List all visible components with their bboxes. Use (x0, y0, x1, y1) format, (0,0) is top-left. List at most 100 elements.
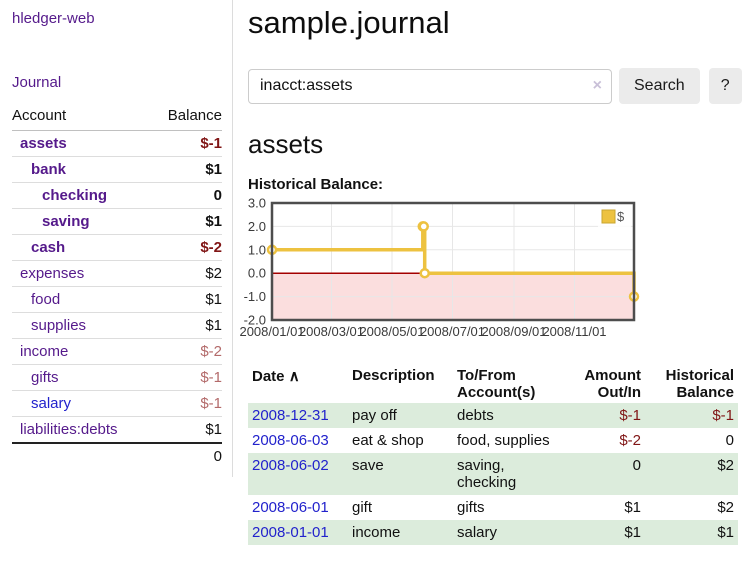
transaction-date-link[interactable]: 2008-06-02 (252, 457, 329, 474)
transaction-date-link[interactable]: 2008-01-01 (252, 524, 329, 541)
transaction-date-link[interactable]: 2008-06-03 (252, 432, 329, 449)
account-link-bank[interactable]: bank (31, 161, 67, 178)
data-point-marker (418, 221, 429, 232)
transaction-description: gift (352, 499, 373, 516)
data-point-marker (419, 267, 430, 279)
transaction-description: eat & shop (352, 432, 424, 449)
transaction-date-link[interactable]: 2008-12-31 (252, 407, 329, 424)
accounts-total-value: 0 (150, 442, 222, 469)
account-link-saving[interactable]: saving (42, 213, 90, 230)
main-content: sample.journal × Search ? assets Histori… (233, 0, 742, 545)
x-tick-label: 2008/03/01 (299, 324, 364, 339)
transaction-description: income (352, 524, 401, 541)
accounts-table: Account Balance assets $-1 bank $1 checking 0… (12, 105, 222, 469)
transaction-amount: $-1 (619, 407, 641, 424)
account-row: saving $1 (12, 208, 222, 235)
transaction-balance: $1 (717, 524, 734, 541)
account-link-food[interactable]: food (31, 291, 61, 308)
y-tick-label: 3.0 (248, 196, 266, 211)
account-row: liabilities:debts $1 (12, 416, 222, 443)
account-link-cash[interactable]: cash (31, 239, 66, 256)
app-brand-link[interactable]: hledger-web (12, 10, 95, 27)
search-input[interactable] (248, 68, 612, 104)
clear-search-icon[interactable]: × (592, 76, 602, 94)
transaction-row: 2008-06-02 save saving, checking 0 $2 (248, 453, 738, 495)
transaction-balance: $2 (717, 457, 734, 474)
transaction-row: 2008-06-01 gift gifts $1 $2 (248, 495, 738, 520)
account-balance: $-1 (150, 364, 222, 391)
accounts-header-account: Account (12, 105, 151, 131)
account-link-assets[interactable]: assets (20, 135, 67, 152)
y-tick-label: -2.0 (244, 313, 266, 328)
account-link-expenses[interactable]: expenses (20, 265, 85, 282)
y-tick-label: 0.0 (248, 266, 266, 281)
transaction-amount: $-2 (619, 432, 641, 449)
account-link-supplies[interactable]: supplies (31, 317, 87, 334)
search-input-wrap: × (248, 68, 612, 104)
x-tick-label: 2008/07/01 (420, 324, 485, 339)
search-form: × Search ? (248, 68, 742, 104)
sidebar-item-journal[interactable]: Journal (12, 74, 62, 91)
transaction-row: 2008-06-03 eat & shop food, supplies $-2 0 (248, 428, 738, 453)
account-row: cash $-2 (12, 234, 222, 261)
transaction-row: 2008-12-31 pay off debts $-1 $-1 (248, 403, 738, 428)
transaction-balance: 0 (725, 432, 734, 449)
sort-ascending-icon: ∧ (288, 368, 300, 385)
account-link-income[interactable]: income (20, 343, 69, 360)
account-row: supplies $1 (12, 312, 222, 339)
transactions-header-description: Description (352, 367, 435, 384)
app: hledger-web Journal Account Balance asse… (12, 0, 742, 545)
account-row: gifts $-1 (12, 364, 222, 391)
x-tick-label: 2008/01/01 (239, 324, 304, 339)
transaction-accounts: debts (457, 407, 494, 424)
account-row: salary $-1 (12, 390, 222, 417)
account-link-liabilities-debts[interactable]: liabilities:debts (20, 421, 118, 438)
plot-border (270, 201, 636, 322)
account-balance: $-2 (150, 338, 222, 365)
accounts-total-spacer (12, 442, 151, 469)
accounts-header-balance: Balance (150, 105, 222, 131)
account-row: income $-2 (12, 338, 222, 365)
account-balance: $-2 (150, 234, 222, 261)
transactions-header-balance: Historical Balance (665, 367, 734, 401)
account-row: expenses $2 (12, 260, 222, 287)
legend-label: $ (617, 209, 625, 224)
transactions-table: Date ∧ Description To/From Account(s) Am… (248, 365, 738, 545)
account-row: food $1 (12, 286, 222, 313)
x-tick-label: 2008/05/01 (359, 324, 424, 339)
account-balance: $1 (150, 156, 222, 183)
y-tick-label: 2.0 (248, 219, 266, 234)
account-balance: $1 (150, 208, 222, 235)
account-balance: $2 (150, 260, 222, 287)
transaction-amount: 0 (632, 457, 641, 474)
legend-swatch (601, 209, 616, 224)
account-balance: $-1 (200, 135, 222, 152)
accounts-total-row: 0 (12, 442, 222, 469)
transaction-accounts: food, supplies (457, 432, 550, 449)
transactions-header-accounts: To/From Account(s) (457, 367, 536, 401)
y-tick-label: 1.0 (248, 242, 266, 257)
account-balance: $1 (150, 416, 222, 443)
transaction-accounts: salary (457, 524, 498, 541)
account-balance: 0 (150, 182, 222, 209)
transaction-balance: $2 (717, 499, 734, 516)
account-link-gifts[interactable]: gifts (31, 369, 59, 386)
transaction-description: pay off (352, 407, 397, 424)
account-link-checking[interactable]: checking (42, 187, 108, 204)
transaction-balance: $-1 (712, 407, 734, 424)
account-row: assets $-1 (12, 131, 222, 157)
accounts-table-body: assets $-1 bank $1 checking 0 saving $1 cash $-2 e… (12, 131, 222, 443)
transactions-header-amount: Amount Out/In (584, 367, 641, 401)
search-button[interactable]: Search (619, 68, 700, 104)
transaction-amount: $1 (624, 499, 641, 516)
account-balance: $1 (150, 312, 222, 339)
x-tick-label: 2008/09/01 (481, 324, 546, 339)
transactions-header-date[interactable]: Date ∧ (248, 365, 348, 403)
y-tick-label: -1.0 (244, 289, 266, 304)
account-link-salary[interactable]: salary (31, 395, 72, 412)
transaction-row: 2008-01-01 income salary $1 $1 (248, 520, 738, 545)
help-button[interactable]: ? (708, 68, 742, 104)
date-header-label: Date (252, 368, 285, 385)
transaction-date-link[interactable]: 2008-06-01 (252, 499, 329, 516)
account-balance: $-1 (150, 390, 222, 417)
